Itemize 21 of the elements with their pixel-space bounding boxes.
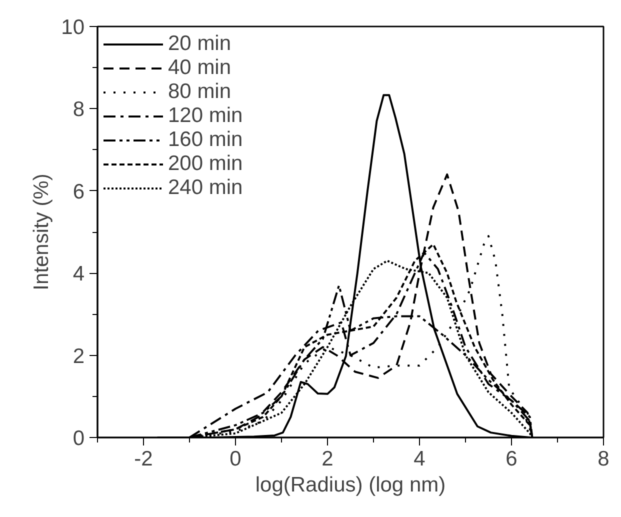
legend-label: 200 min bbox=[168, 152, 243, 176]
x-tick-label: 2 bbox=[322, 448, 334, 470]
legend-label: 20 min bbox=[168, 32, 232, 56]
x-axis-title: log(Radius) (log nm) bbox=[255, 474, 446, 496]
y-tick-label: 6 bbox=[72, 180, 85, 204]
legend-label: 40 min bbox=[168, 56, 232, 80]
x-tick-label: 0 bbox=[230, 448, 242, 470]
legend-label: 160 min bbox=[168, 128, 243, 152]
y-tick-label: 4 bbox=[72, 262, 85, 286]
x-tick-label: -2 bbox=[134, 448, 153, 470]
y-tick-label: 0 bbox=[72, 427, 85, 450]
y-tick-label: 2 bbox=[72, 344, 85, 368]
legend-label: 80 min bbox=[168, 80, 232, 104]
legend-label: 240 min bbox=[168, 176, 243, 200]
y-axis-title: Intensity (%) bbox=[30, 174, 54, 290]
x-tick-label: 6 bbox=[506, 448, 518, 470]
y-tick-label: 10 bbox=[61, 16, 84, 39]
y-tick-label: 8 bbox=[72, 98, 85, 122]
legend-label: 120 min bbox=[168, 104, 243, 128]
x-tick-label: 4 bbox=[414, 448, 426, 470]
x-tick-label: 8 bbox=[598, 448, 610, 470]
